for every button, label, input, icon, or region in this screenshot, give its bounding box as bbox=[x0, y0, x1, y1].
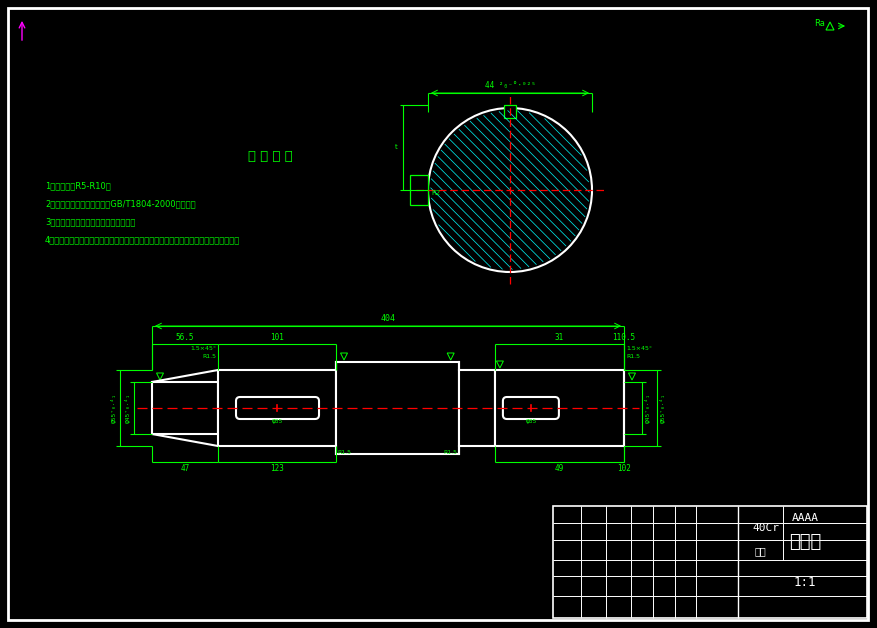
Text: R1.5: R1.5 bbox=[337, 450, 351, 455]
Text: 2、未注线性尺寸公差应符合GB/T1804-2000的要求。: 2、未注线性尺寸公差应符合GB/T1804-2000的要求。 bbox=[45, 199, 196, 208]
Text: 图号: 图号 bbox=[754, 546, 766, 556]
Text: φ45⁺₀·⁴₁: φ45⁺₀·⁴₁ bbox=[645, 393, 651, 423]
Text: 56.5: 56.5 bbox=[175, 333, 194, 342]
Bar bbox=[504, 105, 516, 118]
Text: R1.5: R1.5 bbox=[202, 354, 216, 359]
Text: Ra: Ra bbox=[815, 19, 825, 28]
Text: 123: 123 bbox=[270, 464, 284, 473]
FancyBboxPatch shape bbox=[236, 397, 319, 419]
Text: 101: 101 bbox=[270, 333, 284, 342]
Bar bbox=[410, 175, 428, 205]
Text: φ35: φ35 bbox=[525, 419, 537, 424]
Text: 47: 47 bbox=[181, 464, 189, 473]
Text: φ55⁺₀·⁴₁: φ55⁺₀·⁴₁ bbox=[111, 393, 117, 423]
Text: 1.5×45°: 1.5×45° bbox=[190, 346, 216, 351]
Text: φ55⁺₀·⁴₁: φ55⁺₀·⁴₁ bbox=[660, 393, 666, 423]
Text: 1.5×45°: 1.5×45° bbox=[626, 346, 652, 351]
Bar bbox=[218, 370, 336, 446]
Text: φ45⁺₀·⁴₁: φ45⁺₀·⁴₁ bbox=[125, 393, 131, 423]
Text: 404: 404 bbox=[381, 314, 396, 323]
Text: t: t bbox=[396, 144, 398, 150]
Text: 传动轴: 传动轴 bbox=[789, 533, 821, 551]
Text: R1.5: R1.5 bbox=[626, 354, 640, 359]
Text: 31: 31 bbox=[555, 333, 564, 342]
Text: R2: R2 bbox=[431, 190, 440, 196]
Bar bbox=[459, 370, 495, 446]
Text: 1、未注圆角R5-R10。: 1、未注圆角R5-R10。 bbox=[45, 181, 111, 190]
Text: AAAA: AAAA bbox=[792, 513, 818, 523]
Bar bbox=[553, 506, 867, 618]
Text: R1.5: R1.5 bbox=[444, 450, 458, 455]
Bar bbox=[336, 362, 459, 454]
Text: 44 ²₀⁻°·⁰²⁵: 44 ²₀⁻°·⁰²⁵ bbox=[485, 81, 536, 90]
Text: 110.5: 110.5 bbox=[612, 333, 636, 342]
Text: 3、加工后的零件不允许有毛刺、飞边。: 3、加工后的零件不允许有毛刺、飞边。 bbox=[45, 217, 135, 226]
Text: 技 术 要 求: 技 术 要 求 bbox=[247, 150, 292, 163]
Bar bbox=[152, 382, 218, 434]
Bar bbox=[495, 370, 624, 446]
Text: φ35: φ35 bbox=[271, 419, 282, 424]
Text: 1:1: 1:1 bbox=[794, 577, 816, 590]
Text: 40Cr: 40Cr bbox=[752, 523, 780, 533]
FancyBboxPatch shape bbox=[503, 397, 559, 419]
Text: 4、所有需要进行涂装的锂鐸制件表面在涂装前，油脂、灰尘、泥土、盐和污物等杂质。: 4、所有需要进行涂装的锂鐸制件表面在涂装前，油脂、灰尘、泥土、盐和污物等杂质。 bbox=[45, 235, 240, 244]
Text: 49: 49 bbox=[555, 464, 564, 473]
Text: 102: 102 bbox=[617, 464, 631, 473]
